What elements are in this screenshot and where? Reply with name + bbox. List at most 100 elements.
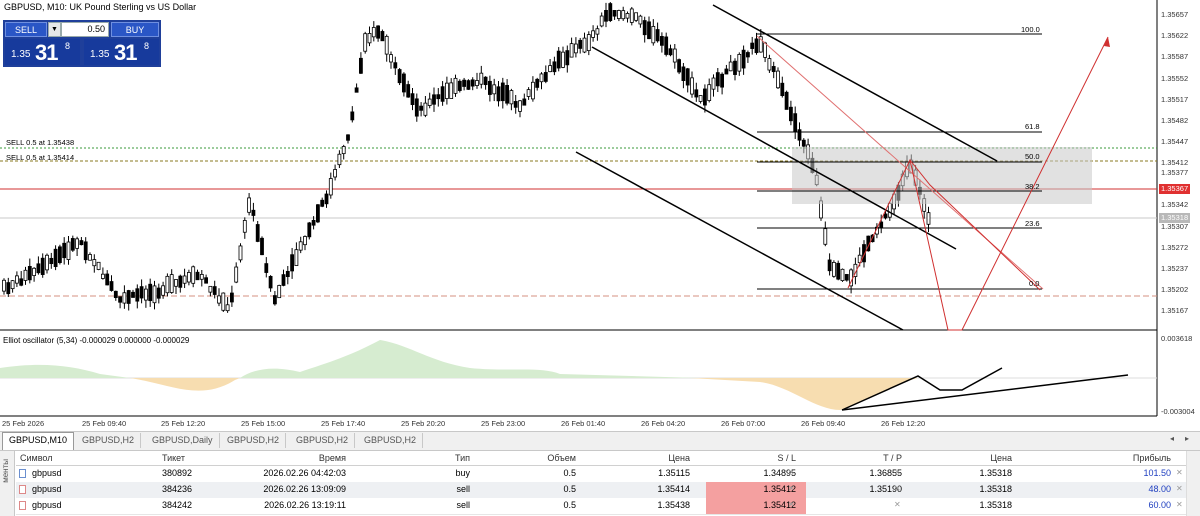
- cell-tp[interactable]: 1.36855: [869, 468, 902, 478]
- candle-body: [350, 111, 355, 121]
- col-ticket[interactable]: Тикет: [162, 453, 185, 463]
- candle-body: [754, 38, 759, 54]
- candle-body: [737, 54, 742, 72]
- sell-button[interactable]: SELL: [5, 22, 47, 37]
- remove-tp-icon[interactable]: ✕: [894, 500, 901, 509]
- fib-level-label: 38.2: [1025, 182, 1040, 191]
- candle-body: [672, 48, 677, 63]
- candle-body: [337, 153, 342, 166]
- remove-tp-icon[interactable]: ✕: [894, 468, 901, 477]
- col-profit[interactable]: Прибыль: [1132, 453, 1171, 463]
- tab-gbpusd-daily[interactable]: GBPUSD,Daily: [146, 433, 220, 448]
- candle-body: [406, 84, 411, 98]
- candle-body: [827, 259, 832, 272]
- candle-body: [548, 65, 552, 73]
- candle-body: [857, 254, 862, 264]
- sell-price[interactable]: 1.35 31 8: [5, 39, 80, 65]
- col-tp[interactable]: T / P: [883, 453, 902, 463]
- time-axis-label: 26 Feb 01:40: [561, 419, 606, 428]
- candle-body: [27, 266, 32, 281]
- candle-body: [148, 283, 153, 302]
- cell-sl[interactable]: 1.34895: [763, 468, 796, 478]
- table-row[interactable]: gbpusd 384242 2026.02.26 13:19:11 sell 0…: [16, 498, 1186, 515]
- close-position-icon[interactable]: ✕: [1176, 500, 1183, 509]
- candle-body: [617, 10, 621, 19]
- price-axis-label: 1.35517: [1161, 95, 1189, 104]
- cell-tp[interactable]: 1.35190: [869, 484, 902, 494]
- col-price[interactable]: Цена: [668, 453, 690, 463]
- sell-price-prefix: 1.35: [11, 49, 31, 60]
- col-time[interactable]: Время: [318, 453, 346, 463]
- remove-sl-icon[interactable]: ✕: [788, 500, 795, 509]
- candle-body: [586, 34, 591, 51]
- candle-body: [79, 240, 84, 246]
- candle-body: [832, 262, 836, 277]
- tab-gbpusd-h2[interactable]: GBPUSD,H2: [221, 433, 287, 448]
- candle-body: [479, 72, 484, 85]
- candle-body: [552, 61, 557, 73]
- candle-body: [131, 291, 135, 298]
- table-row[interactable]: gbpusd 384236 2026.02.26 13:09:09 sell 0…: [16, 482, 1186, 499]
- col-sl[interactable]: S / L: [777, 453, 796, 463]
- tabs-scroll-left-icon[interactable]: ◂: [1170, 434, 1175, 443]
- candle-body: [358, 57, 363, 74]
- tab-gbpusd-h2[interactable]: GBPUSD,H2: [76, 433, 142, 448]
- candle-body: [126, 290, 131, 304]
- tab-gbpusd-h2[interactable]: GBPUSD,H2: [358, 433, 424, 448]
- cell-time: 2026.02.26 04:42:03: [263, 468, 346, 478]
- candle-body: [647, 21, 651, 40]
- tabs-scroll-right-icon[interactable]: ▸: [1185, 434, 1190, 443]
- col-current-price[interactable]: Цена: [990, 453, 1012, 463]
- candle-body: [668, 48, 673, 56]
- candle-body: [539, 73, 544, 83]
- col-type[interactable]: Тип: [454, 453, 470, 463]
- candle-body: [604, 9, 608, 22]
- candle-body: [591, 30, 595, 38]
- candle-body: [307, 222, 312, 238]
- candle-body: [505, 84, 510, 104]
- candle-body: [453, 77, 458, 94]
- time-axis-label: 25 Feb 2026: [2, 419, 45, 428]
- cell-sl[interactable]: 1.35412: [706, 498, 806, 514]
- buy-price[interactable]: 1.35 31 8: [84, 39, 159, 65]
- candle-body: [186, 272, 191, 283]
- buy-button[interactable]: BUY: [111, 22, 159, 37]
- chart-canvas[interactable]: [0, 0, 1200, 431]
- col-symbol[interactable]: Символ: [20, 453, 53, 463]
- candle-body: [174, 279, 178, 287]
- remove-sl-icon[interactable]: ✕: [788, 468, 795, 477]
- candle-body: [182, 275, 187, 284]
- order-line-label[interactable]: SELL 0.5 at 1.35414: [6, 153, 75, 162]
- channel-upper-line: [712, 4, 998, 162]
- candle-body: [354, 87, 359, 93]
- candle-body: [681, 66, 686, 81]
- remove-tp-icon[interactable]: ✕: [894, 484, 901, 493]
- tab-gbpusd-m10[interactable]: GBPUSD,M10: [2, 432, 75, 450]
- lot-size-input[interactable]: 0.50: [61, 22, 109, 37]
- lot-dropdown-icon[interactable]: ▼: [48, 22, 61, 37]
- tab-gbpusd-h2[interactable]: GBPUSD,H2: [290, 433, 356, 448]
- osc-bull-area: [240, 340, 700, 378]
- cell-tp[interactable]: [816, 498, 902, 514]
- candle-body: [638, 15, 643, 25]
- candle-body: [664, 36, 669, 55]
- cell-ticket: 384242: [162, 500, 193, 510]
- price-axis-label: 1.35657: [1161, 10, 1189, 19]
- toolbox-side-tab[interactable]: менты: [0, 451, 15, 516]
- time-axis-label: 26 Feb 04:20: [641, 419, 686, 428]
- candle-body: [23, 269, 28, 281]
- cell-volume: 0.5: [563, 468, 576, 478]
- cell-current-price: 1.35318: [979, 484, 1012, 494]
- candle-body: [862, 244, 866, 263]
- order-line-label[interactable]: SELL 0.5 at 1.35438: [6, 138, 75, 147]
- cell-sl[interactable]: 1.35412: [706, 482, 806, 498]
- table-scrollbar[interactable]: [1186, 451, 1200, 516]
- candle-body: [423, 102, 428, 116]
- remove-sl-icon[interactable]: ✕: [788, 484, 795, 493]
- close-position-icon[interactable]: ✕: [1176, 484, 1183, 493]
- candle-body: [741, 49, 746, 69]
- candle-body: [247, 197, 252, 213]
- col-volume[interactable]: Объем: [547, 453, 576, 463]
- table-row[interactable]: gbpusd 380892 2026.02.26 04:42:03 buy 0.…: [16, 466, 1186, 483]
- close-position-icon[interactable]: ✕: [1176, 468, 1183, 477]
